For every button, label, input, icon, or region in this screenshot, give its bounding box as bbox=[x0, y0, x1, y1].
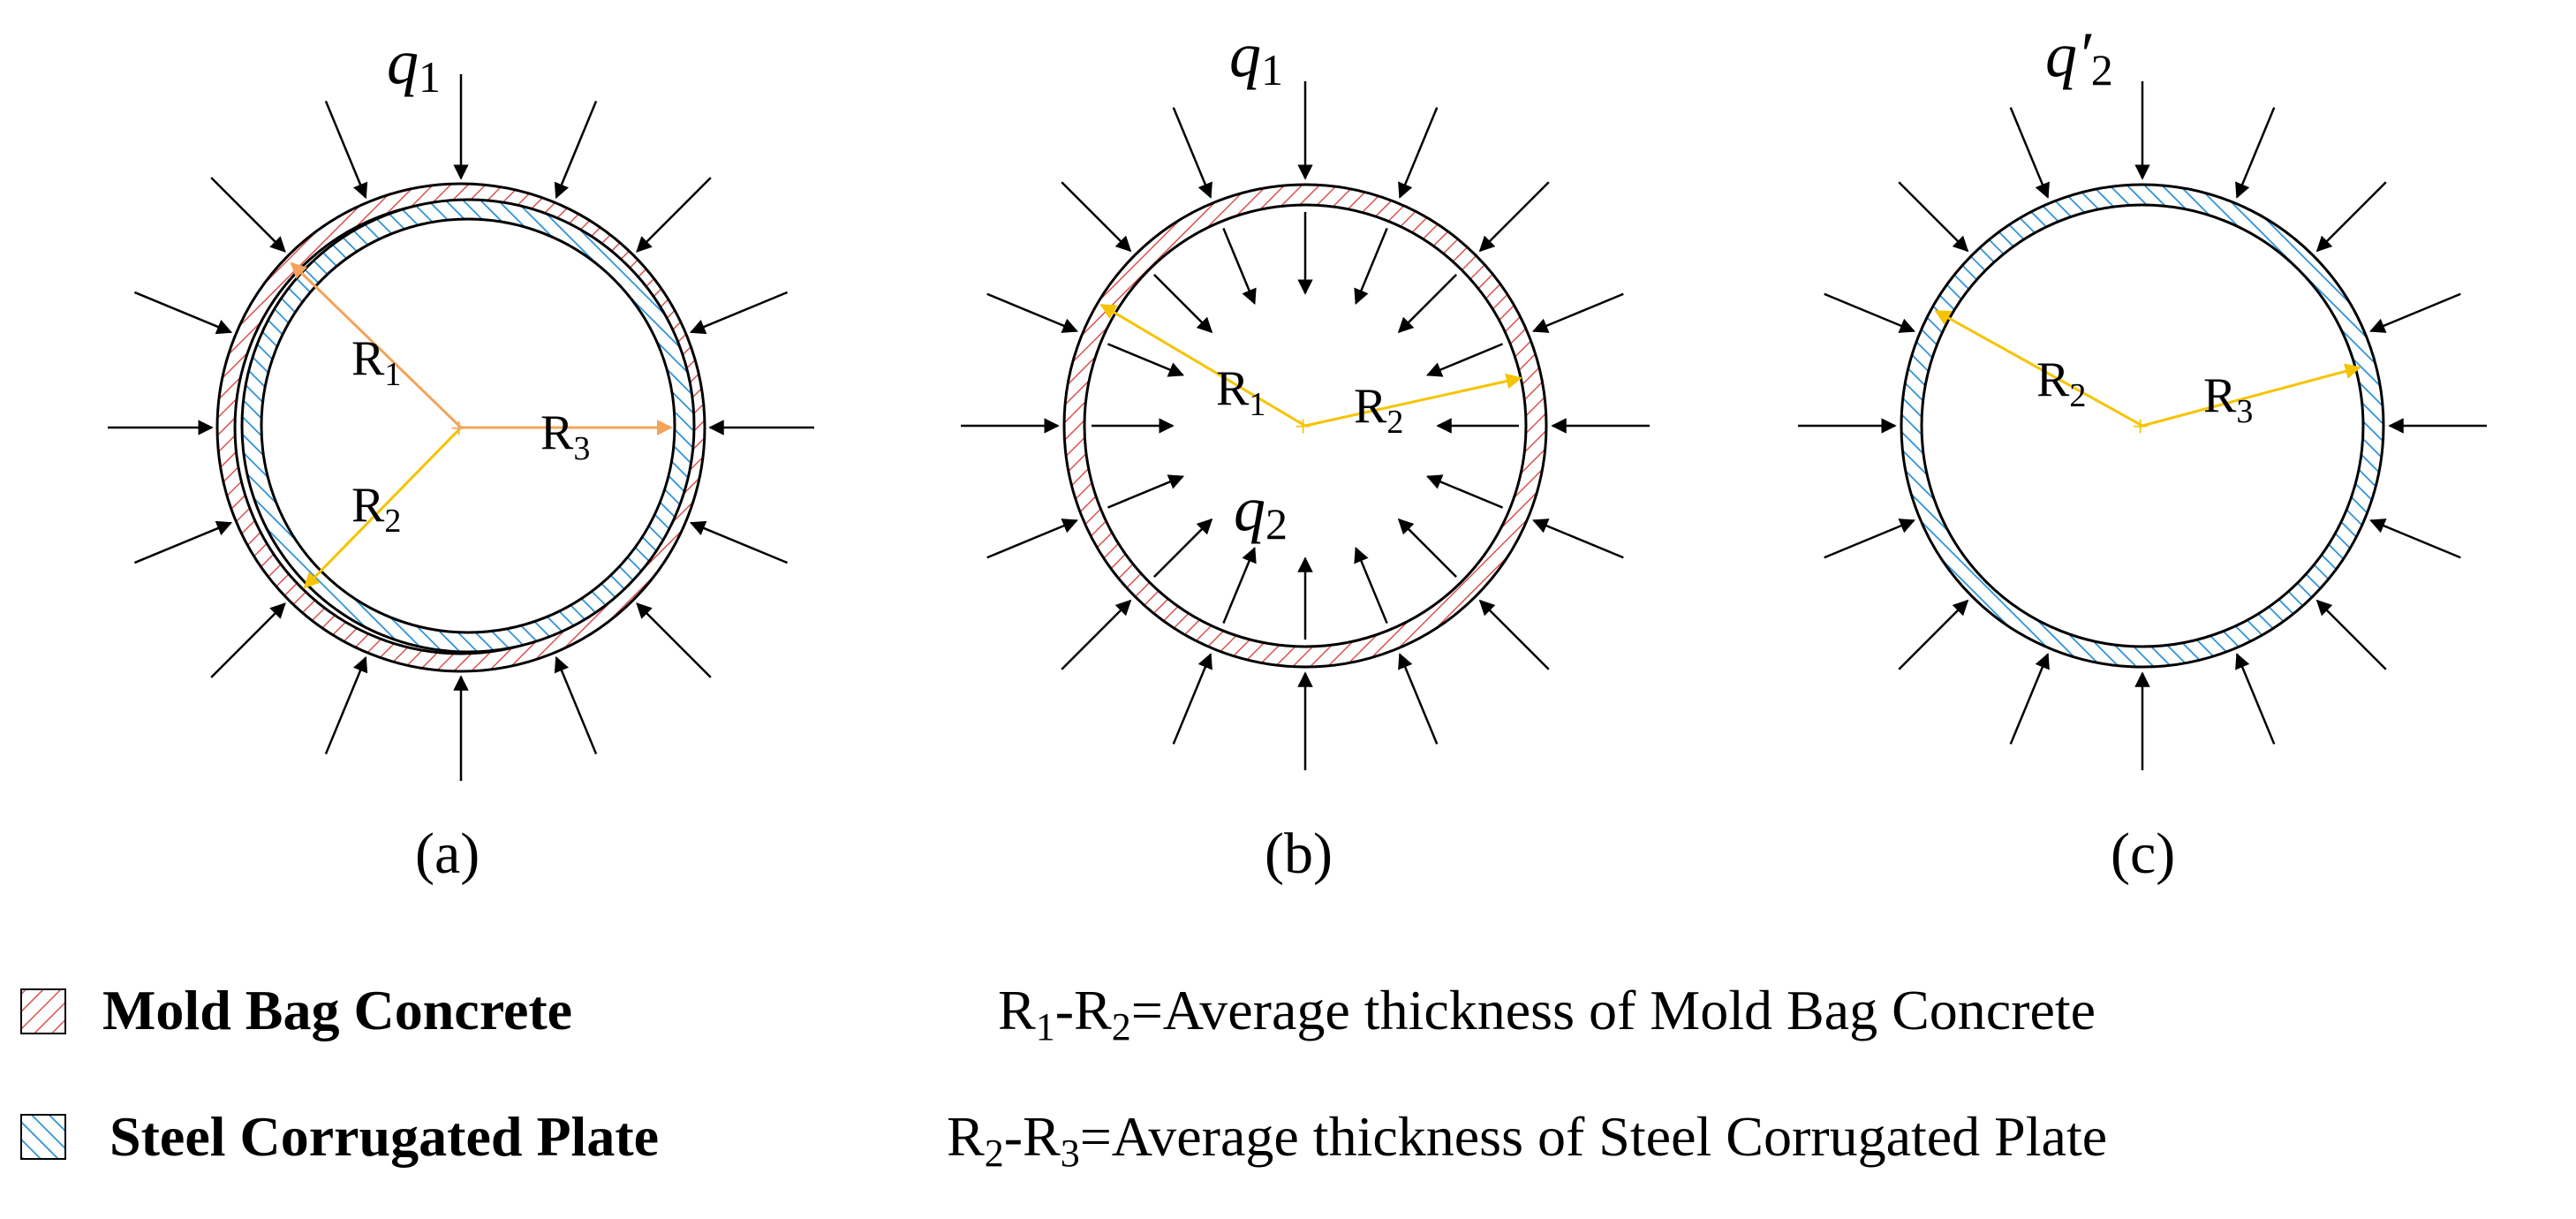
panel-b: + q1 q2 R1 R2 (b) bbox=[961, 19, 1650, 886]
panel-b-load-arrows bbox=[961, 81, 1650, 770]
legend-concrete-label: Mold Bag Concrete bbox=[102, 979, 572, 1041]
panel-b-load-q2: q2 bbox=[1234, 473, 1288, 549]
panel-a-label-r1: R1 bbox=[351, 331, 401, 393]
panel-b-inner-load-arrow bbox=[1397, 273, 1458, 334]
panel-b-load-arrow bbox=[1172, 653, 1212, 745]
panel-b-radius-r1 bbox=[1099, 303, 1306, 428]
panel-c-load-arrow bbox=[2369, 292, 2461, 333]
panel-b-load-arrow bbox=[1478, 599, 1550, 670]
panel-b-load-arrow bbox=[1478, 181, 1550, 253]
panel-a-load-arrow bbox=[636, 177, 712, 253]
panel-b-load-arrow bbox=[986, 292, 1078, 333]
panel-c-label-r2: R2 bbox=[2036, 352, 2086, 414]
panel-b-inner-load-arrow bbox=[1354, 546, 1388, 625]
panel-a-radius-r2 bbox=[303, 426, 463, 589]
panel-c-load-arrow bbox=[2235, 653, 2276, 745]
panel-a-load-arrow bbox=[554, 655, 598, 755]
panel-b-caption: (b) bbox=[1265, 822, 1333, 886]
panel-a-load-arrow bbox=[210, 602, 286, 678]
panel-a-load-q1: q1 bbox=[387, 26, 441, 102]
panel-c-caption: (c) bbox=[2111, 822, 2175, 886]
panel-c-load-arrow bbox=[1824, 519, 1915, 559]
panel-b-radius-r2 bbox=[1304, 373, 1522, 428]
panel-c-load-q2prime: q′2 bbox=[2045, 19, 2113, 95]
legend-eq-steel: R2-R3=Average thickness of Steel Corruga… bbox=[947, 1105, 2107, 1175]
panel-a-caption: (a) bbox=[415, 822, 480, 886]
panel-a-load-arrow bbox=[324, 100, 368, 200]
panel-b-load-arrow bbox=[1532, 519, 1624, 559]
panel-a-load-arrow bbox=[133, 520, 233, 564]
panel-b-load-arrow bbox=[986, 519, 1078, 559]
panel-c-load-arrow bbox=[2369, 519, 2461, 559]
panel-b-load-arrow bbox=[1061, 599, 1132, 670]
panel-c-load-arrow bbox=[1898, 181, 1969, 253]
panel-a-load-arrow bbox=[689, 291, 789, 335]
panel-a-load-arrow bbox=[554, 100, 598, 200]
panel-c-center: + bbox=[2132, 411, 2149, 443]
panel-a-label-r3: R3 bbox=[540, 405, 590, 467]
panel-c-load-arrow bbox=[2315, 181, 2387, 253]
legend-eq-concrete: R1-R2=Average thickness of Mold Bag Conc… bbox=[998, 979, 2096, 1049]
panel-a-load-arrow bbox=[689, 520, 789, 564]
panel-c: + q′2 R2 R3 (c) bbox=[1798, 19, 2487, 886]
panel-b-label-r1: R1 bbox=[1216, 361, 1265, 423]
panel-b-inner-arrows bbox=[1092, 212, 1519, 640]
panel-b-center: + bbox=[1295, 411, 1311, 443]
panel-b-load-arrow bbox=[1061, 181, 1132, 253]
panel-c-load-arrow bbox=[1824, 292, 1915, 333]
panel-b-load-arrow bbox=[1172, 107, 1212, 199]
legend: Mold Bag Concrete Steel Corrugated Plate… bbox=[20, 979, 2107, 1175]
legend-steel-label: Steel Corrugated Plate bbox=[110, 1105, 659, 1168]
panel-a-label-r2: R2 bbox=[351, 478, 401, 540]
panel-b-label-r2: R2 bbox=[1354, 379, 1403, 441]
panel-b-inner-load-arrow bbox=[1397, 518, 1458, 579]
panel-b-inner-load-arrow bbox=[1152, 273, 1213, 334]
panel-a-steel-ring bbox=[240, 198, 696, 654]
panel-a-load-arrow bbox=[133, 291, 233, 335]
panel-b-inner-load-arrow bbox=[1354, 227, 1388, 306]
panel-c-steel-ring bbox=[1900, 183, 2385, 669]
panel-c-load-arrows bbox=[1798, 81, 2487, 770]
panel-b-inner-load-arrow bbox=[1222, 227, 1257, 306]
panel-b-load-q1: q1 bbox=[1229, 19, 1283, 95]
panel-c-load-arrow bbox=[2009, 107, 2050, 199]
panel-b-concrete-ring bbox=[1062, 183, 1548, 669]
panel-a-load-arrow bbox=[210, 177, 286, 253]
panel-a-load-arrow bbox=[636, 602, 712, 678]
panel-a-center: + bbox=[450, 413, 467, 445]
panel-c-radius-r2 bbox=[1934, 309, 2143, 428]
panel-a-radius-r1 bbox=[290, 261, 463, 429]
panel-a-load-arrows bbox=[108, 74, 814, 781]
panel-b-load-arrow bbox=[1398, 653, 1439, 745]
panel-b-load-arrow bbox=[1398, 107, 1439, 199]
panel-b-inner-load-arrow bbox=[1152, 518, 1213, 579]
panel-c-load-arrow bbox=[2009, 653, 2050, 745]
panel-b-inner-load-arrow bbox=[1222, 546, 1257, 625]
panel-b-inner-load-arrow bbox=[1425, 343, 1504, 377]
panel-b-inner-load-arrow bbox=[1107, 474, 1185, 509]
panel-c-load-arrow bbox=[2235, 107, 2276, 199]
panel-c-load-arrow bbox=[1898, 599, 1969, 670]
panel-c-label-r3: R3 bbox=[2203, 368, 2253, 430]
panel-a-load-arrow bbox=[324, 655, 368, 755]
panel-b-load-arrow bbox=[1532, 292, 1624, 333]
legend-concrete-swatch bbox=[20, 988, 66, 1034]
panel-b-inner-load-arrow bbox=[1107, 343, 1185, 377]
panel-b-inner-load-arrow bbox=[1425, 474, 1504, 509]
panel-c-radius-r3 bbox=[2142, 363, 2361, 428]
panel-a: + q1 R1 R2 R3 (a) bbox=[108, 26, 814, 886]
panel-c-load-arrow bbox=[2315, 599, 2387, 670]
legend-steel-swatch bbox=[20, 1114, 66, 1160]
